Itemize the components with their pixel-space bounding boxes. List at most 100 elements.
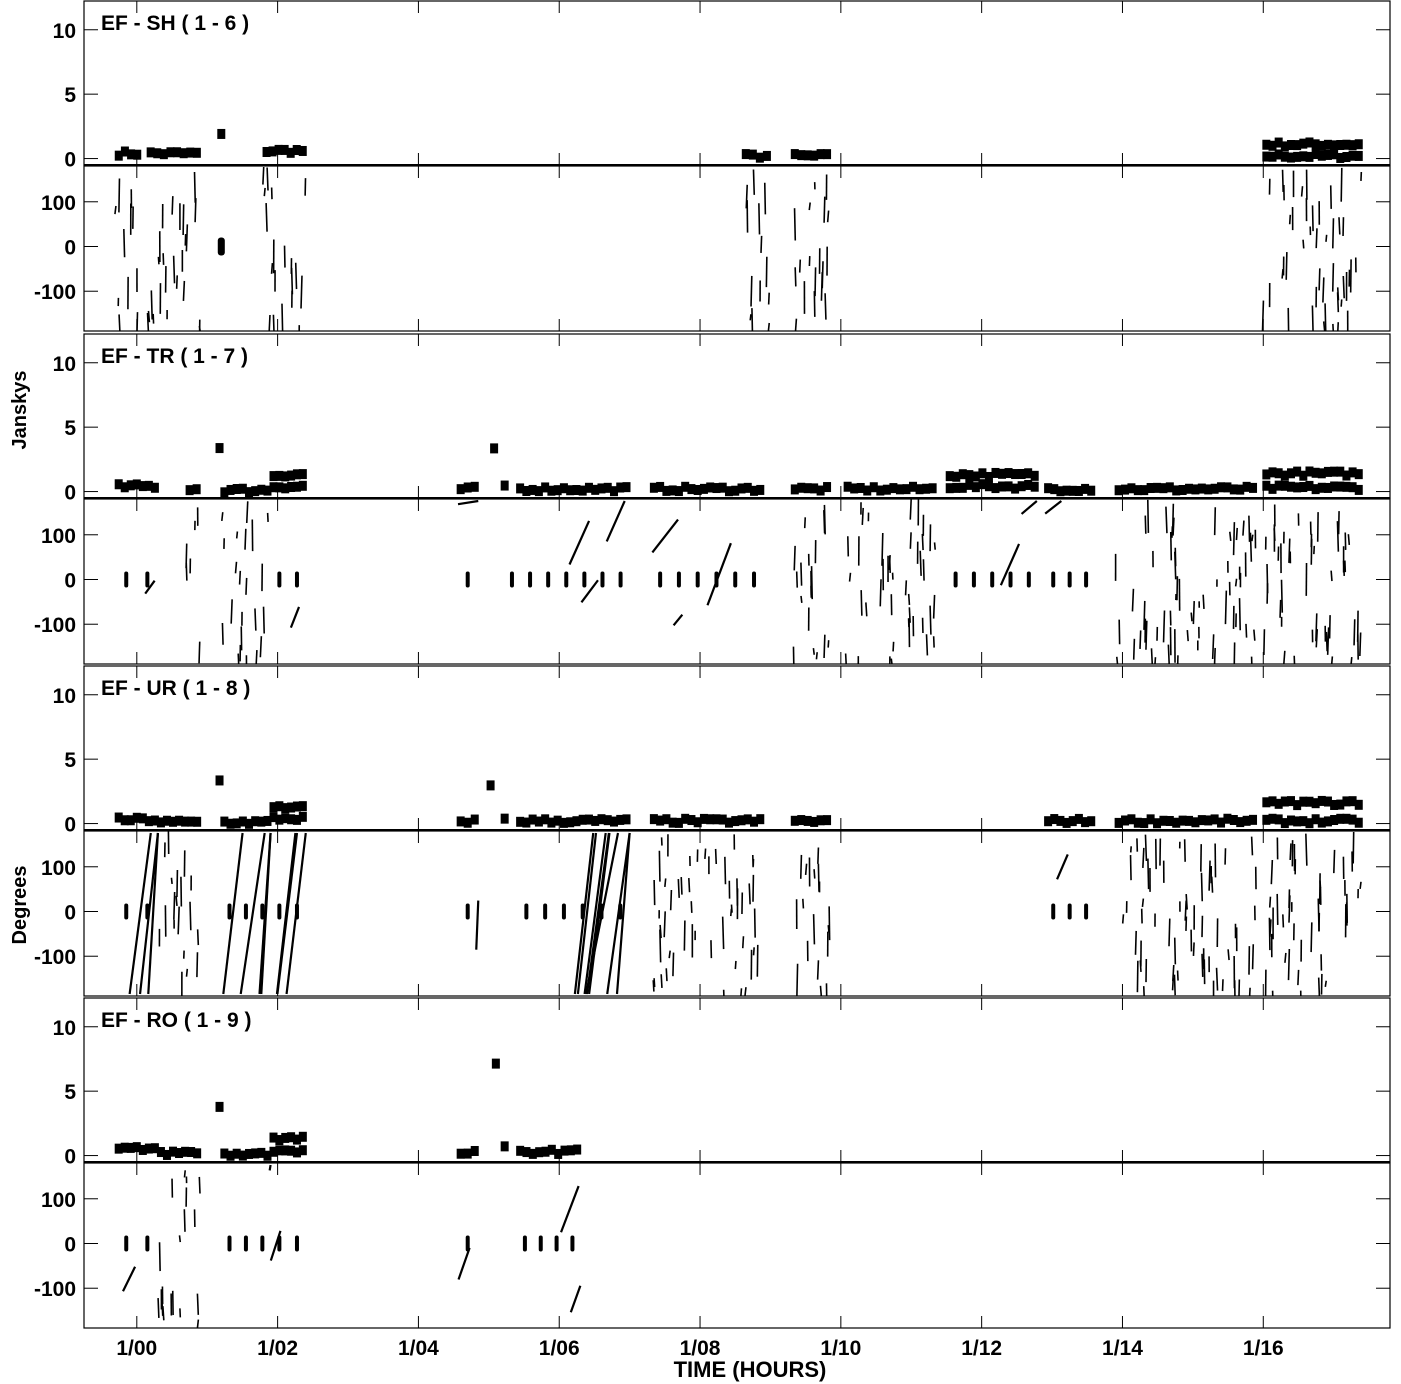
phase-point [767, 292, 770, 305]
amp-point [1311, 798, 1320, 809]
phase-point [812, 914, 816, 945]
amp-point [681, 481, 690, 492]
phase-tick-label: -100 [34, 946, 76, 969]
amp-point [456, 1148, 465, 1159]
x-tick-label: 1/00 [116, 1337, 157, 1360]
amp-point [1050, 814, 1059, 825]
phase-point [260, 903, 265, 920]
amp-point [232, 484, 241, 495]
amp-point [1140, 485, 1149, 496]
phase-point [1331, 263, 1335, 292]
phase-point [235, 531, 239, 539]
amp-point [275, 801, 284, 812]
amp-point [1229, 484, 1238, 495]
amp-point [1197, 815, 1206, 826]
amp-point [762, 150, 771, 161]
phase-point [909, 498, 912, 520]
amp-point [566, 485, 575, 496]
amp-point [1197, 483, 1206, 494]
phase-point [1318, 268, 1321, 291]
amp-point [281, 1145, 290, 1156]
amp-point [1305, 818, 1314, 829]
phase-point [1141, 898, 1145, 908]
phase-point [658, 571, 663, 588]
amp-point [245, 1148, 254, 1159]
amp-point [1210, 483, 1219, 494]
amp-point [1336, 140, 1345, 151]
phase-point [793, 208, 797, 241]
phase-point [114, 205, 117, 215]
phase-point [221, 512, 224, 522]
amp-point [1354, 799, 1363, 810]
phase-point [583, 832, 607, 995]
phase-point [118, 314, 121, 332]
amp-point [843, 481, 852, 492]
phase-point [1288, 214, 1292, 225]
phase-point [234, 561, 238, 574]
phase-point [653, 978, 656, 988]
amp-point [1274, 149, 1283, 160]
amp-point [1280, 151, 1289, 162]
amp-point [816, 815, 825, 826]
phase-point [1139, 630, 1142, 649]
phase-point [653, 879, 656, 906]
phase-point [1340, 299, 1343, 307]
amp-point [1323, 482, 1332, 493]
amp-point [1050, 484, 1059, 495]
amp-point [737, 815, 746, 826]
phase-point [1131, 588, 1135, 612]
amp-point [269, 1132, 278, 1143]
amp-point [553, 815, 562, 826]
phase-point [146, 312, 150, 332]
phase-point [794, 267, 797, 287]
phase-point [272, 314, 275, 332]
amp-point [958, 469, 967, 480]
amp-point [1087, 816, 1096, 827]
phase-point [812, 648, 816, 655]
amp-tick-label: 5 [64, 84, 76, 107]
amp-point [1114, 485, 1123, 496]
phase-point [269, 1230, 282, 1261]
amp-point [456, 816, 465, 827]
phase-point [1263, 629, 1266, 656]
phase-point [676, 571, 681, 588]
amp-point [1004, 468, 1013, 479]
amp-point [292, 1134, 301, 1145]
amp-point [1317, 817, 1326, 828]
amp-point [133, 149, 142, 160]
amp-point [1280, 470, 1289, 481]
amp-point [895, 484, 904, 495]
phase-point [1121, 914, 1125, 924]
phase-point [124, 1235, 129, 1252]
amp-point [1185, 483, 1194, 494]
y-axis-label-janskys: Janskys [9, 371, 31, 450]
amp-point [609, 816, 618, 827]
phase-point [1184, 900, 1187, 921]
amp-point [541, 482, 550, 493]
phase-point [538, 1235, 543, 1252]
phase-point [230, 599, 233, 624]
phase-point [907, 593, 911, 606]
phase-point [1242, 520, 1245, 536]
phase-point [798, 259, 802, 273]
amp-point [251, 1148, 260, 1159]
amp-point [922, 483, 931, 494]
phase-point [1300, 186, 1304, 197]
amp-point [1336, 799, 1345, 810]
amp-point [238, 483, 247, 494]
phase-point [289, 606, 301, 629]
amp-point [470, 814, 479, 825]
amp-point [292, 469, 301, 480]
amp-point [169, 816, 178, 827]
x-tick-label: 1/06 [539, 1337, 580, 1360]
amp-point [1348, 150, 1357, 161]
phase-point [664, 878, 667, 887]
amp-point [114, 150, 123, 161]
amp-point [1323, 466, 1332, 477]
phase-point [175, 275, 179, 289]
phase-tick-label: -100 [34, 1278, 76, 1301]
phase-point [158, 1242, 161, 1272]
phase-point [1084, 571, 1089, 588]
phase-point [1169, 532, 1173, 561]
phase-point [177, 906, 180, 935]
